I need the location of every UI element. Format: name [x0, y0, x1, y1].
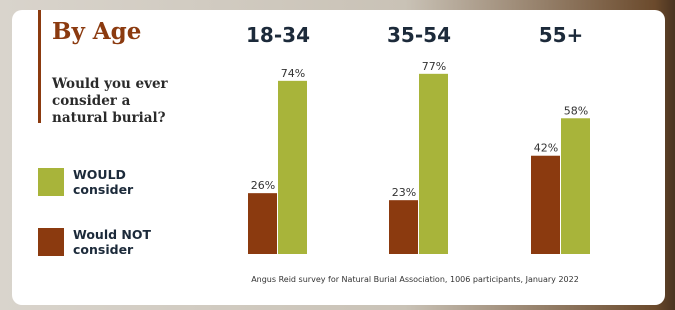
legend-label: Would NOT consider [73, 227, 168, 257]
value-label: 26% [251, 179, 275, 192]
page: By Age Would you ever consider a natural… [0, 0, 675, 310]
value-label: 23% [392, 186, 416, 199]
bar [561, 118, 590, 254]
bar [278, 81, 307, 254]
legend-swatch [38, 228, 64, 256]
category-label: 18-34 [246, 23, 310, 47]
category-label: 35-54 [387, 23, 451, 47]
value-label: 77% [422, 60, 446, 73]
value-label: 42% [534, 142, 558, 155]
legend-label: WOULD consider [73, 167, 168, 197]
bar [531, 156, 560, 254]
legend-swatch [38, 168, 64, 196]
source-note: Angus Reid survey for Natural Burial Ass… [251, 275, 579, 284]
value-label: 58% [564, 104, 588, 117]
chart: 18-34 35-54 55+ 74% 77% 58% 26% 23% 42% Angus Rei… [0, 0, 675, 310]
bar [248, 193, 277, 254]
category-label: 55+ [539, 23, 584, 47]
bar [389, 200, 418, 254]
value-label: 74% [281, 67, 305, 80]
bar [419, 74, 448, 254]
